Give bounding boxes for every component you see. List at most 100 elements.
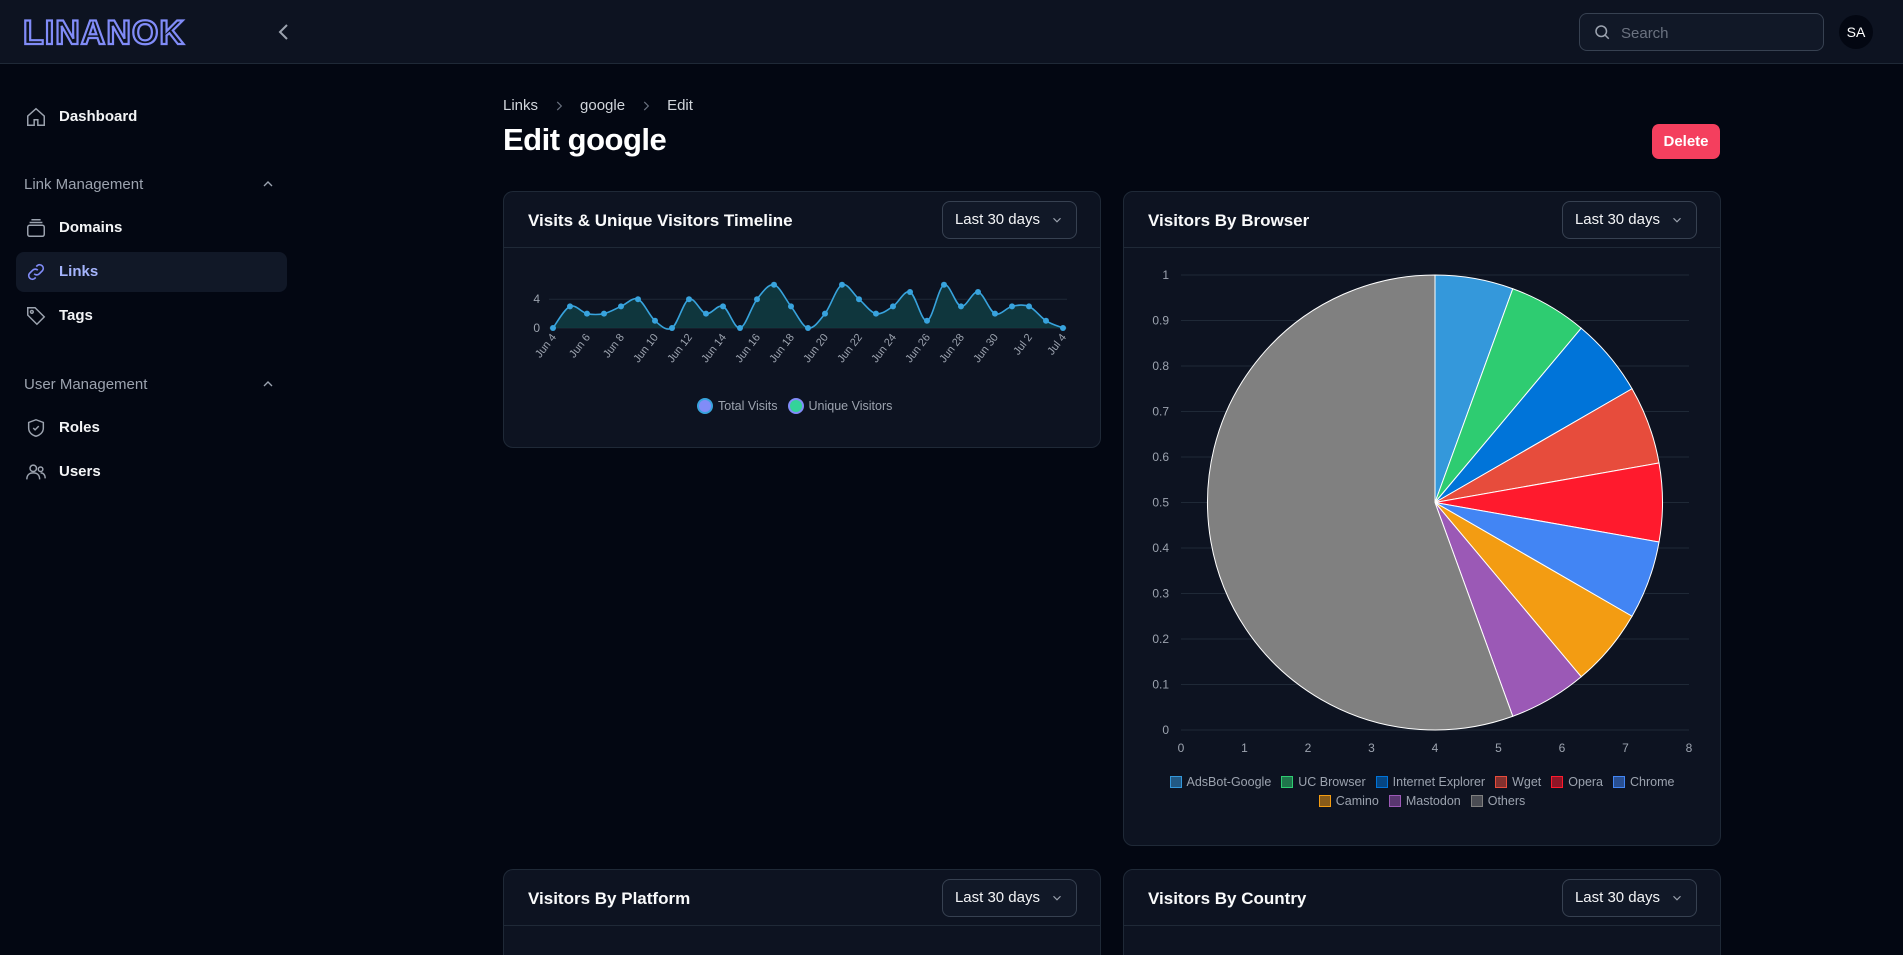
sidebar-item-tags[interactable]: Tags [16, 296, 287, 336]
data-point [975, 289, 981, 295]
legend-item[interactable]: Camino [1318, 794, 1379, 808]
data-point [703, 310, 709, 317]
sidebar-item-label: Roles [59, 419, 100, 436]
data-point [635, 296, 641, 303]
x-tick-label: Jun 24 [869, 332, 899, 365]
sidebar-item-roles[interactable]: Roles [16, 408, 287, 448]
page-title: Edit google [503, 122, 667, 157]
x-tick-label: 6 [1559, 741, 1566, 755]
legend-label: Internet Explorer [1392, 775, 1486, 789]
card-title: Visits & Unique Visitors Timeline [528, 211, 793, 230]
x-tick-label: Jun 8 [601, 332, 627, 361]
top-bar: LINANOK Search SA [0, 0, 1903, 64]
platform-card: Visitors By Platform Last 30 days [503, 869, 1101, 955]
breadcrumb-google[interactable]: google [580, 97, 626, 114]
sidebar-item-users[interactable]: Users [16, 452, 287, 492]
legend-item[interactable]: Mastodon [1388, 794, 1461, 808]
legend-swatch [1375, 776, 1388, 788]
users-icon [26, 464, 46, 480]
app-logo[interactable]: LINANOK [23, 14, 203, 48]
chevron-up-icon[interactable] [260, 176, 276, 192]
data-point [771, 281, 777, 288]
data-point [890, 303, 896, 310]
legend-label: Total Visits [718, 399, 778, 413]
platform-range-select[interactable]: Last 30 days [941, 879, 1077, 917]
search-placeholder: Search [1621, 25, 1669, 42]
data-point [652, 317, 658, 324]
y-tick-label: 0.6 [1152, 450, 1169, 464]
country-range-select[interactable]: Last 30 days [1561, 879, 1697, 917]
browser-range-select[interactable]: Last 30 days [1561, 201, 1697, 239]
sidebar-item-label: Domains [59, 219, 123, 236]
avatar[interactable]: SA [1839, 15, 1873, 49]
browser-legend: AdsBot-Google UC Browser Internet Explorer… [1162, 775, 1692, 808]
legend-label: Opera [1568, 775, 1604, 789]
legend-item[interactable]: Internet Explorer [1375, 775, 1486, 789]
timeline-range-select[interactable]: Last 30 days [941, 201, 1077, 239]
range-select-value: Last 30 days [954, 889, 1040, 906]
range-select-value: Last 30 days [954, 211, 1040, 228]
search-input[interactable]: Search [1579, 13, 1824, 51]
home-icon [27, 107, 45, 126]
data-point [1060, 325, 1066, 331]
group-title-user-management[interactable]: User Management [24, 376, 148, 393]
legend-item-unique-visitors[interactable]: Unique Visitors [787, 398, 892, 414]
legend-label: Mastodon [1405, 794, 1461, 808]
legend-swatch [1613, 776, 1626, 788]
y-tick-label: 0.9 [1152, 314, 1169, 328]
data-point [856, 296, 862, 303]
breadcrumb-links[interactable]: Links [503, 97, 539, 114]
legend-item[interactable]: Wget [1495, 775, 1541, 789]
timeline-legend: Total Visits Unique Visitors [697, 398, 902, 414]
y-tick-label: 0.1 [1152, 678, 1169, 692]
data-point [1026, 303, 1032, 310]
data-point [584, 310, 590, 317]
legend-swatch [1551, 776, 1564, 788]
data-point [720, 303, 726, 310]
x-tick-label: Jun 16 [733, 332, 763, 365]
collapse-sidebar-icon[interactable] [272, 20, 296, 44]
x-tick-label: 2 [1305, 741, 1312, 755]
x-tick-label: Jun 4 [533, 332, 559, 361]
tag-icon [27, 307, 46, 326]
group-title-link-management[interactable]: Link Management [24, 176, 144, 193]
legend-label: UC Browser [1298, 775, 1366, 789]
x-tick-label: 0 [1178, 741, 1185, 755]
legend-item[interactable]: UC Browser [1281, 775, 1366, 789]
card-header: Visits & Unique Visitors Timeline Last 3… [504, 192, 1100, 248]
legend-item[interactable]: Others [1470, 794, 1525, 808]
browser-pie-chart: 0 0.1 0.2 0.3 0.4 0.5 0.6 0.7 0.8 0.9 1 0 1 2 3 4 5 6 7 8 [1152, 268, 1692, 755]
unique-visitors-area [553, 284, 1063, 330]
legend-item-total-visits[interactable]: Total Visits [697, 398, 778, 414]
legend-label: Wget [1512, 775, 1542, 789]
chevron-up-icon[interactable] [260, 376, 276, 392]
x-tick-label: Jun 14 [699, 332, 729, 365]
data-point [788, 303, 794, 310]
legend-swatch [1495, 776, 1508, 788]
browser-card: Visitors By Browser Last 30 days 0 0.1 0.2… [1123, 191, 1721, 846]
y-tick-label: 0.5 [1152, 496, 1169, 510]
sidebar-item-links[interactable]: Links [16, 252, 287, 292]
legend-item[interactable]: Opera [1551, 775, 1603, 789]
breadcrumb: Links google Edit [503, 97, 693, 114]
range-select-value: Last 30 days [1574, 211, 1660, 228]
chevron-right-icon [556, 101, 563, 110]
data-point [567, 303, 573, 310]
sidebar-item-domains[interactable]: Domains [16, 208, 287, 248]
legend-item[interactable]: AdsBot-Google [1169, 775, 1271, 789]
x-tick-label: 1 [1241, 741, 1248, 755]
sidebar-item-dashboard[interactable]: Dashboard [16, 97, 287, 137]
legend-item[interactable]: Chrome [1613, 775, 1674, 789]
y-tick-label: 0.8 [1152, 359, 1169, 373]
sidebar-item-label: Dashboard [59, 108, 138, 125]
data-point [822, 310, 828, 317]
country-card: Visitors By Country Last 30 days [1123, 869, 1721, 955]
y-tick-label: 0.7 [1152, 405, 1169, 419]
data-point [941, 281, 947, 288]
chevron-down-icon [1053, 895, 1061, 901]
data-point [686, 296, 692, 303]
delete-button[interactable]: Delete [1652, 124, 1720, 159]
card-header: Visitors By Platform Last 30 days [504, 870, 1100, 926]
pie-slice-others [1207, 274, 1514, 731]
